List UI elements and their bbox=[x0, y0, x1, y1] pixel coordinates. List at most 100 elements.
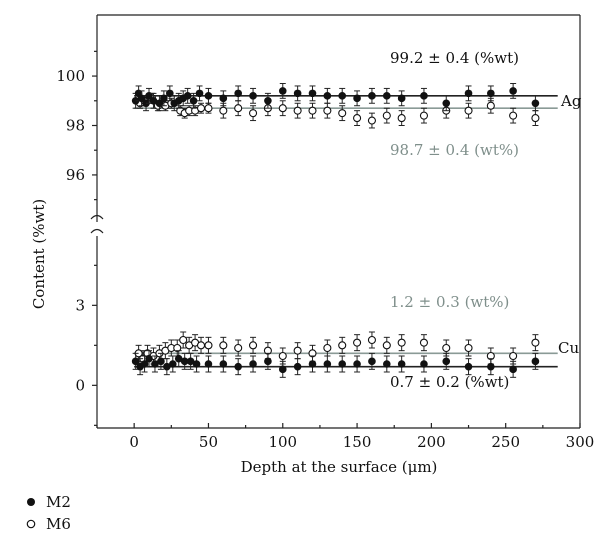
open-circle-icon bbox=[26, 519, 36, 529]
data-point-filled bbox=[183, 92, 192, 100]
data-point-open bbox=[367, 335, 376, 345]
data-point-filled bbox=[166, 89, 174, 98]
data-point-filled bbox=[308, 360, 317, 368]
data-point-open bbox=[353, 114, 362, 123]
data-point-filled bbox=[149, 96, 158, 105]
data-point-open bbox=[464, 106, 473, 115]
data-point-filled bbox=[204, 92, 213, 100]
annotations: 99.2 ± 0.4 (%wt) 98.7 ± 0.4 (wt%) 1.2 ± … bbox=[30, 49, 582, 476]
data-point-open bbox=[531, 114, 540, 123]
series-m2-ag bbox=[131, 82, 540, 112]
data-point-open bbox=[196, 104, 206, 113]
data-point-open bbox=[353, 338, 362, 347]
data-point-filled bbox=[383, 92, 391, 100]
data-point-open bbox=[382, 341, 391, 350]
data-point-filled bbox=[323, 92, 332, 100]
data-point-filled bbox=[442, 357, 451, 366]
annotation-ag-m2-mean: 99.2 ± 0.4 (%wt) bbox=[390, 49, 519, 67]
y-tick-label: 96 bbox=[66, 166, 85, 184]
data-point-filled bbox=[509, 365, 517, 374]
plot-frame bbox=[90, 14, 581, 429]
data-point-filled bbox=[308, 89, 317, 98]
annotation-cu-m6-mean: 1.2 ± 0.3 (wt%) bbox=[390, 293, 509, 311]
axis-ticks: 0 50 100 150 200 250 300 96 98 100 0 3 bbox=[56, 50, 595, 451]
annotation-cu-m2-mean: 0.7 ± 0.2 (%wt) bbox=[390, 373, 509, 391]
legend-item-m6: M6 bbox=[26, 513, 71, 535]
data-point-filled bbox=[353, 94, 361, 103]
data-point-open bbox=[509, 351, 518, 361]
data-point-open bbox=[382, 111, 391, 120]
data-point-filled bbox=[338, 92, 347, 100]
data-point-open bbox=[219, 106, 228, 115]
data-point-filled bbox=[383, 360, 391, 368]
data-point-filled bbox=[464, 362, 473, 371]
data-point-filled bbox=[145, 92, 153, 100]
data-point-filled bbox=[338, 360, 347, 368]
data-point-filled bbox=[397, 360, 406, 368]
data-point-filled bbox=[189, 96, 198, 105]
data-point-filled bbox=[195, 89, 204, 98]
element-label-cu: Cu bbox=[558, 339, 579, 357]
legend-item-m2: M2 bbox=[26, 491, 71, 513]
data-point-filled bbox=[531, 357, 540, 366]
data-point-filled bbox=[168, 360, 177, 368]
data-point-filled bbox=[487, 89, 495, 98]
data-point-open bbox=[367, 116, 376, 125]
data-point-filled bbox=[204, 360, 213, 368]
legend: M2 M6 bbox=[26, 491, 71, 535]
data-point-filled bbox=[131, 357, 140, 366]
data-point-filled bbox=[397, 94, 406, 103]
data-point-filled bbox=[137, 94, 146, 103]
data-point-filled bbox=[174, 354, 183, 363]
x-tick-label: 300 bbox=[566, 433, 595, 451]
data-point-open bbox=[278, 351, 287, 361]
data-point-open bbox=[397, 338, 406, 347]
data-point-filled bbox=[155, 99, 164, 108]
x-tick-label: 50 bbox=[199, 433, 218, 451]
data-point-filled bbox=[368, 92, 376, 100]
y-tick-label: 100 bbox=[56, 67, 85, 85]
data-point-filled bbox=[234, 89, 242, 98]
x-tick-label: 100 bbox=[268, 433, 297, 451]
data-point-filled bbox=[353, 360, 361, 368]
data-point-filled bbox=[278, 365, 287, 374]
data-point-open bbox=[419, 111, 429, 120]
data-point-filled bbox=[249, 92, 257, 100]
data-point-open bbox=[397, 114, 406, 123]
data-points bbox=[131, 82, 540, 378]
data-point-filled bbox=[368, 357, 376, 366]
data-point-filled bbox=[219, 94, 228, 103]
element-label-ag: Ag bbox=[560, 92, 582, 110]
data-point-filled bbox=[293, 89, 302, 98]
x-tick-label: 0 bbox=[129, 433, 139, 451]
data-point-open bbox=[293, 106, 302, 115]
x-tick-label: 150 bbox=[343, 433, 372, 451]
data-point-open bbox=[219, 341, 228, 350]
data-point-filled bbox=[186, 357, 195, 366]
data-point-open bbox=[234, 104, 243, 113]
data-point-filled bbox=[219, 360, 228, 368]
data-point-open bbox=[323, 106, 332, 115]
data-point-filled bbox=[145, 354, 153, 363]
legend-label-m2: M2 bbox=[46, 493, 71, 511]
data-point-filled bbox=[163, 362, 171, 371]
data-point-filled bbox=[249, 360, 257, 368]
data-point-open bbox=[308, 106, 317, 115]
data-point-open bbox=[204, 104, 213, 113]
data-point-filled bbox=[323, 360, 332, 368]
data-point-open bbox=[464, 343, 473, 353]
data-point-open bbox=[338, 109, 347, 118]
series-m2-cu bbox=[131, 350, 540, 378]
y-tick-label: 0 bbox=[75, 376, 85, 394]
data-point-open bbox=[204, 341, 213, 350]
data-point-open bbox=[293, 346, 302, 355]
data-point-open bbox=[338, 341, 347, 350]
data-point-filled bbox=[293, 362, 302, 371]
data-point-filled bbox=[140, 360, 149, 368]
data-point-open bbox=[234, 343, 243, 353]
data-point-open bbox=[179, 335, 188, 345]
data-point-filled bbox=[264, 96, 272, 105]
data-point-filled bbox=[420, 360, 428, 368]
data-point-open bbox=[442, 343, 451, 353]
